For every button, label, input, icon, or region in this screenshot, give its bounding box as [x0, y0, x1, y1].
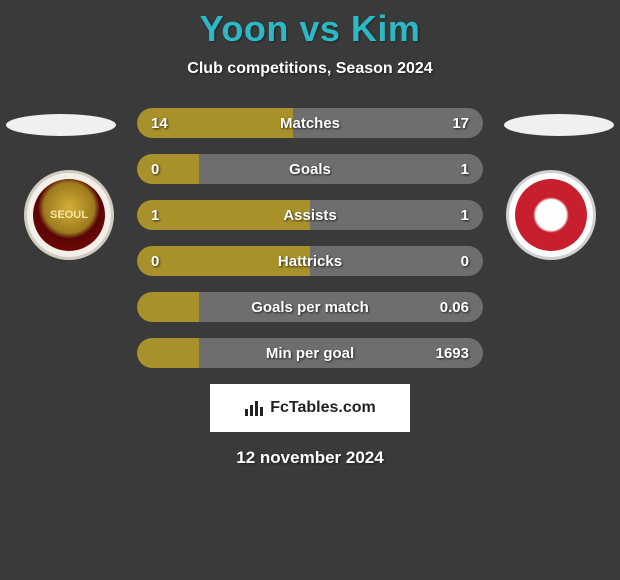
comparison-title: Yoon vs Kim — [0, 0, 620, 50]
stat-bar: 01Goals — [137, 154, 483, 184]
stat-bar: 00Hattricks — [137, 246, 483, 276]
stat-label: Assists — [137, 200, 483, 230]
comparison-content: SEOUL 1417Matches 01Goals 11Assists 00Hattr… — [0, 108, 620, 468]
watermark-text: FcTables.com — [270, 399, 376, 417]
stat-bar: 11Assists — [137, 200, 483, 230]
club-badge-right — [506, 170, 596, 260]
stat-label: Matches — [137, 108, 483, 138]
stat-label: Goals — [137, 154, 483, 184]
stat-label: Hattricks — [137, 246, 483, 276]
snapshot-date: 12 november 2024 — [0, 448, 620, 468]
stat-bar: 1417Matches — [137, 108, 483, 138]
comparison-subtitle: Club competitions, Season 2024 — [0, 60, 620, 78]
chart-icon — [244, 399, 266, 417]
stat-bar: 0.06Goals per match — [137, 292, 483, 322]
player-avatar-left — [6, 114, 116, 136]
club-badge-right-label — [515, 179, 587, 251]
watermark: FcTables.com — [210, 384, 410, 432]
stat-bars: 1417Matches 01Goals 11Assists 00Hattricks 0.… — [137, 108, 483, 368]
stat-bar: 1693Min per goal — [137, 338, 483, 368]
club-badge-left-label: SEOUL — [33, 179, 105, 251]
player-avatar-right — [504, 114, 614, 136]
club-badge-left: SEOUL — [24, 170, 114, 260]
stat-label: Goals per match — [137, 292, 483, 322]
stat-label: Min per goal — [137, 338, 483, 368]
